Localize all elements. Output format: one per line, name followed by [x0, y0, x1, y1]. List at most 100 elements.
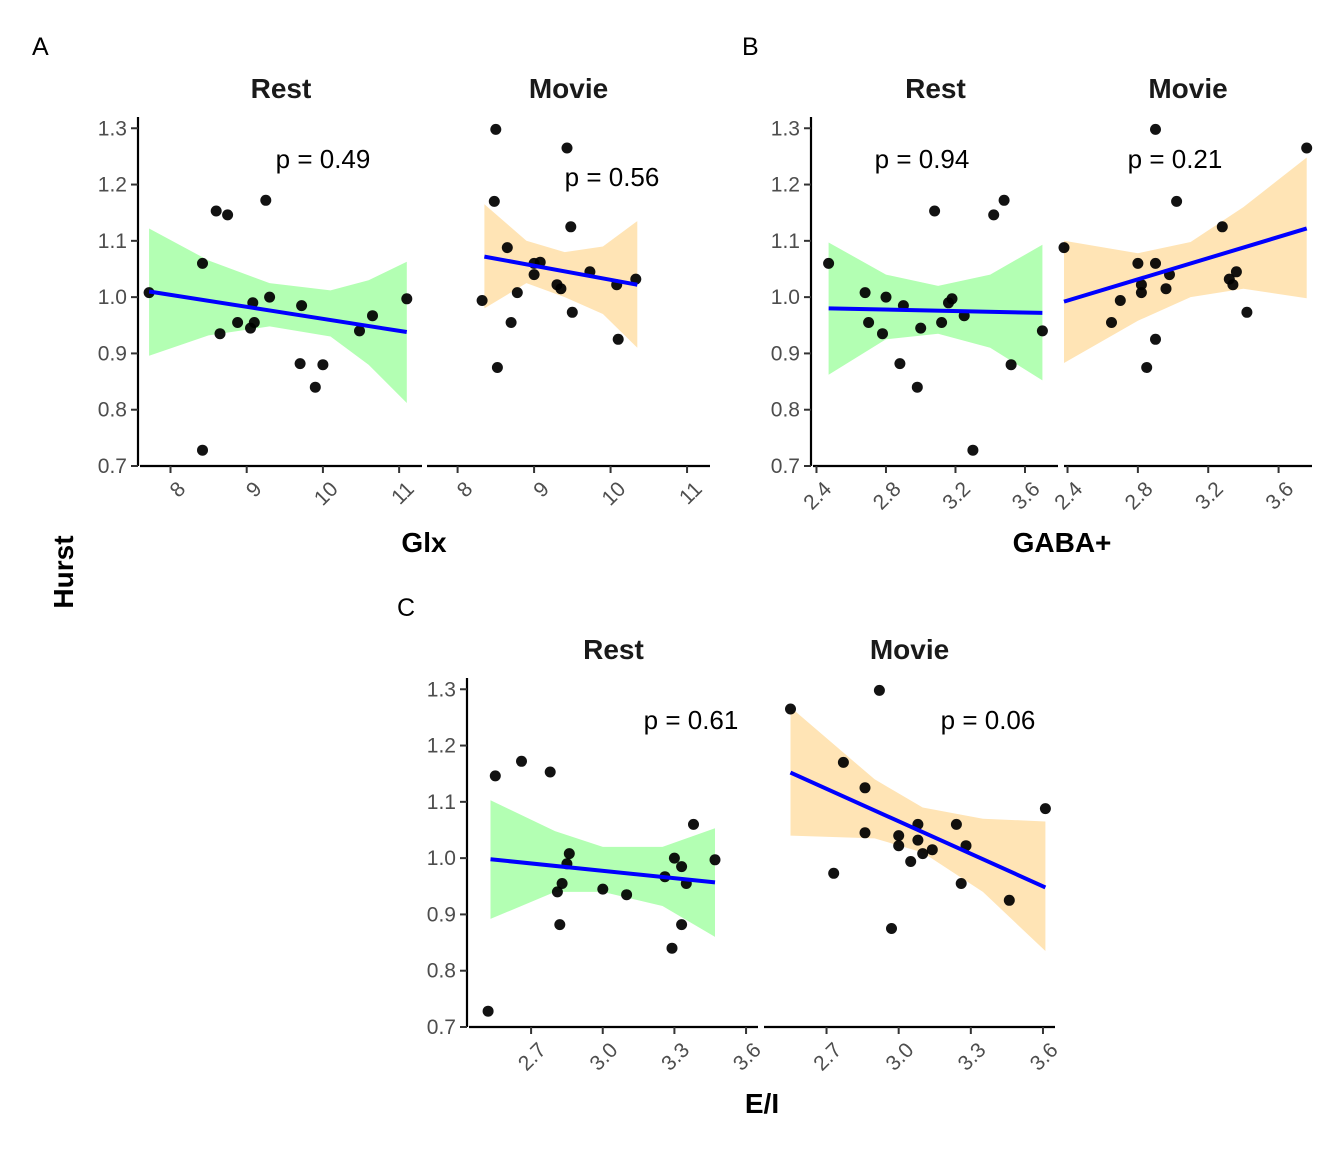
data-point: [264, 291, 276, 303]
data-point: [1058, 242, 1070, 254]
data-point: [630, 273, 642, 285]
facet-movie: Movie p = 0.06 2.7 3.0 3.3 3.6: [764, 634, 1063, 1075]
data-point: [488, 195, 500, 207]
facet-strip-title: Movie: [529, 73, 608, 104]
regression-line: [484, 254, 638, 287]
y-tick-label: 1.0: [771, 286, 800, 309]
data-point: [555, 283, 567, 295]
panel-b: B 0.7 0.8 0.9 1.0 1.1 1.2 1.3 Rest p = 0.94 2.4 2.8…: [742, 33, 1313, 558]
data-point: [367, 310, 378, 322]
y-tick-label: 1.1: [771, 230, 800, 253]
data-point: [905, 856, 917, 867]
data-point: [929, 205, 941, 217]
y-tick-label: 1.3: [427, 678, 456, 701]
regression-line: [148, 289, 408, 335]
data-point: [260, 194, 272, 206]
data-point: [967, 444, 979, 456]
x-tick-label: 2.4: [799, 477, 836, 514]
data-point: [936, 317, 948, 328]
data-point: [544, 766, 556, 778]
data-point: [1171, 195, 1183, 207]
x-tick-label: 2.7: [809, 1038, 846, 1075]
data-point: [893, 840, 905, 852]
data-point: [955, 878, 967, 889]
y-tick-label: 0.9: [427, 903, 456, 926]
data-point: [317, 359, 329, 371]
data-point: [597, 883, 609, 895]
data-point: [491, 362, 503, 373]
data-point: [1216, 221, 1228, 233]
data-point: [294, 358, 306, 370]
x-tick-label: 10: [598, 477, 631, 510]
facet-movie: Movie p = 0.21 2.4 2.8 3.2 3.6: [1050, 73, 1313, 514]
p-value-annotation: p = 0.06: [941, 705, 1036, 735]
data-point: [837, 756, 849, 768]
data-point: [565, 221, 577, 233]
data-point: [666, 942, 678, 954]
y-tick-label: 1.2: [771, 174, 800, 197]
x-axis-title: Glx: [401, 527, 447, 558]
data-point: [1003, 894, 1015, 906]
x-tick-label: 3.3: [657, 1038, 694, 1075]
x-tick-label: 2.7: [514, 1038, 551, 1075]
data-point: [210, 205, 222, 217]
data-point: [676, 861, 688, 873]
data-point: [785, 703, 796, 715]
data-point: [354, 325, 365, 337]
data-point: [859, 287, 871, 299]
data-point: [828, 867, 840, 879]
data-point: [621, 889, 633, 901]
p-value-annotation: p = 0.21: [1128, 144, 1223, 174]
x-tick-label: 8: [166, 477, 191, 502]
y-tick-label: 0.7: [771, 455, 800, 478]
x-tick-label: 3.6: [1026, 1038, 1063, 1075]
y-tick-label: 1.2: [427, 735, 456, 758]
data-point: [926, 844, 938, 856]
x-tick-label: 3.0: [881, 1038, 918, 1075]
data-point: [859, 827, 871, 839]
y-tick-label: 0.8: [427, 960, 456, 983]
y-tick-label: 1.3: [98, 117, 127, 140]
data-point: [1241, 306, 1253, 318]
data-point: [1150, 257, 1161, 269]
facet-strip-title: Rest: [583, 634, 644, 665]
data-point: [877, 328, 888, 340]
y-tick-label: 0.8: [771, 399, 800, 422]
data-point: [1160, 283, 1172, 295]
p-value-annotation: p = 0.56: [565, 162, 660, 192]
x-tick-label: 3.6: [1008, 477, 1045, 514]
y-tick-label: 0.9: [98, 342, 127, 365]
data-point: [946, 293, 958, 305]
data-point: [859, 782, 871, 794]
data-point: [248, 317, 260, 328]
data-point: [886, 923, 897, 934]
y-tick-label: 1.2: [98, 174, 127, 197]
y-tick-label: 1.3: [771, 117, 800, 140]
data-point: [668, 852, 680, 864]
x-tick-label: 3.6: [1261, 477, 1298, 514]
y-tick-label: 1.0: [427, 847, 456, 870]
y-tick-label: 1.1: [98, 230, 127, 253]
facet-movie: Movie p = 0.56 8 9 10 11: [427, 73, 710, 510]
data-point: [894, 358, 906, 370]
data-point: [551, 886, 563, 898]
data-point: [1036, 325, 1048, 337]
confidence-band: [484, 204, 638, 348]
x-tick-label: 9: [529, 477, 554, 502]
x-tick-label: 2.4: [1050, 477, 1087, 514]
panel-c: C 0.7 0.8 0.9 1.0 1.1 1.2 1.3 Rest p = 0.61 2.7 3.0…: [397, 594, 1063, 1119]
data-point: [988, 209, 1000, 221]
data-point: [863, 317, 875, 328]
data-point: [563, 848, 575, 860]
facet-strip-title: Rest: [251, 73, 312, 104]
x-tick-label: 11: [387, 477, 419, 509]
facet-rest: Rest p = 0.49 8 9 10 11: [140, 73, 422, 510]
facet-strip-title: Rest: [905, 73, 966, 104]
data-point: [490, 123, 502, 135]
facet-strip-title: Movie: [870, 634, 949, 665]
data-point: [1227, 279, 1239, 291]
data-point: [950, 818, 962, 830]
data-point: [511, 287, 523, 299]
regression-line: [490, 857, 716, 885]
